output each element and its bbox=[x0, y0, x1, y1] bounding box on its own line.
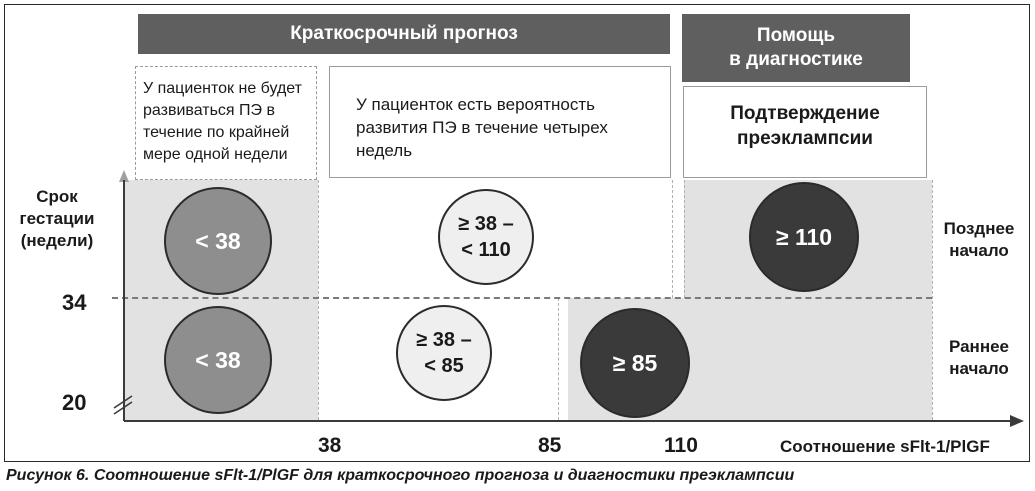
y-tick-34: 34 bbox=[62, 290, 87, 315]
circle-late-low: < 38 bbox=[164, 187, 272, 295]
box-risk-pe: У пациенток есть вероятность развития ПЭ… bbox=[329, 66, 671, 178]
guide-38 bbox=[318, 180, 319, 420]
x-tick-85: 85 bbox=[538, 434, 562, 457]
header-diagnosis: Помощь в диагностике bbox=[682, 14, 910, 82]
guide-110-right bbox=[684, 180, 685, 298]
guide-110 bbox=[672, 180, 673, 298]
box-no-pe: У пациенток не будет развиваться ПЭ в те… bbox=[135, 66, 317, 180]
circle-early-mid: ≥ 38 – < 85 bbox=[396, 305, 492, 401]
x-tick-38: 38 bbox=[318, 434, 342, 457]
row-late-label: Позднее начало bbox=[943, 219, 1015, 260]
circle-late-mid: ≥ 38 – < 110 bbox=[438, 189, 534, 285]
x-axis-arrow bbox=[1010, 415, 1024, 427]
axes bbox=[113, 170, 1024, 427]
guide-85 bbox=[558, 298, 559, 420]
x-tick-110: 110 bbox=[664, 434, 698, 457]
y-tick-20: 20 bbox=[62, 390, 87, 415]
row-early-label: Раннее начало bbox=[948, 337, 1009, 378]
x-axis-title: Соотношение sFlt-1/PlGF bbox=[780, 437, 990, 456]
axis-break-1 bbox=[113, 395, 133, 409]
axis-break-2 bbox=[113, 401, 133, 415]
y-axis-title: Срок гестации (недели) bbox=[19, 187, 95, 250]
box-confirm: Подтверждение преэклампсии bbox=[683, 86, 927, 178]
circle-early-low: < 38 bbox=[164, 306, 272, 414]
circle-early-high: ≥ 85 bbox=[580, 308, 690, 418]
guide-34 bbox=[112, 297, 932, 299]
y-axis-arrow bbox=[119, 170, 129, 182]
figure-caption: Рисунок 6. Соотношение sFlt-1/PlGF для к… bbox=[6, 467, 795, 484]
circle-late-high: ≥ 110 bbox=[749, 182, 859, 292]
figure-frame bbox=[4, 4, 1030, 462]
guide-top-right bbox=[932, 180, 933, 420]
header-short-term: Краткосрочный прогноз bbox=[138, 14, 670, 54]
